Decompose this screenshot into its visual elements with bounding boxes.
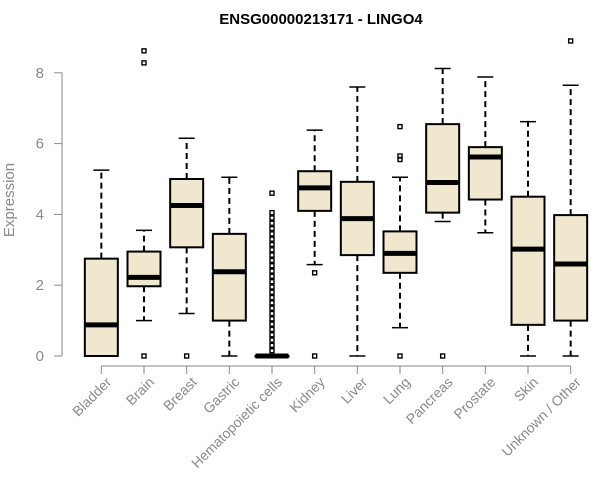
iqr-box — [126, 250, 162, 288]
y-tick-label: 0 — [36, 348, 44, 365]
outlier-point — [269, 305, 275, 311]
outlier-point — [269, 209, 275, 216]
outlier-point — [311, 353, 318, 359]
outlier-point — [269, 347, 275, 354]
outlier-point — [269, 342, 275, 349]
outlier-point — [141, 48, 147, 54]
outlier-point — [397, 123, 403, 130]
iqr-box — [553, 214, 589, 322]
outlier-point — [269, 310, 275, 317]
x-tick-label: Pancreas — [403, 374, 456, 427]
x-tick-label: Kidney — [286, 374, 328, 416]
outlier-point — [269, 263, 275, 269]
outlier-point — [269, 278, 275, 285]
box-group — [467, 76, 503, 234]
x-tick-label: Liver — [338, 374, 371, 407]
box-group — [169, 137, 205, 359]
outlier-point — [269, 231, 275, 237]
outlier-point — [183, 353, 190, 359]
outlier-point — [269, 326, 275, 333]
outlier-point — [269, 289, 275, 295]
outlier-point — [269, 220, 275, 226]
outlier-point — [397, 153, 403, 159]
outlier-point — [269, 241, 275, 248]
outlier-point — [567, 38, 574, 44]
box-group — [510, 120, 546, 357]
y-tick-label: 8 — [36, 65, 44, 82]
box-group — [382, 123, 418, 359]
iqr-box — [169, 178, 205, 249]
iqr-box — [211, 232, 247, 322]
iqr-box — [425, 123, 461, 214]
outlier-point — [269, 294, 275, 301]
outlier-point — [269, 252, 275, 258]
y-tick-label: 4 — [36, 206, 44, 223]
outlier-point — [269, 284, 275, 290]
x-tick-label: Skin — [511, 374, 542, 405]
outlier-point — [269, 257, 275, 264]
outlier-point — [141, 60, 147, 66]
outlier-point — [397, 353, 403, 359]
outlier-point — [269, 321, 275, 327]
chart-title: ENSG00000213171 - LINGO4 — [219, 11, 423, 28]
x-tick-label: Breast — [160, 374, 200, 414]
outlier-point — [141, 353, 147, 359]
iqr-box — [83, 257, 119, 357]
box-series — [83, 38, 589, 359]
x-tick-label: Prostate — [450, 374, 498, 422]
box-group — [254, 190, 290, 359]
x-tick-label: Unknown / Other — [498, 374, 584, 460]
y-axis-label: Expression — [1, 163, 18, 237]
box-group — [339, 86, 375, 357]
box-group — [425, 67, 461, 359]
box-group — [83, 169, 119, 357]
x-tick-label: Brain — [123, 374, 157, 408]
box-group — [126, 48, 162, 359]
outlier-point — [439, 353, 446, 359]
outlier-point — [269, 225, 275, 232]
outlier-point — [269, 337, 275, 343]
outlier-point — [269, 215, 275, 221]
x-tick-label: Lung — [380, 374, 413, 407]
outlier-point — [269, 273, 275, 280]
box-group — [553, 38, 589, 357]
iqr-box — [510, 195, 546, 326]
y-tick-label: 2 — [36, 277, 44, 294]
outlier-point — [269, 190, 275, 196]
outlier-point — [269, 300, 275, 306]
x-tick-label: Gastric — [200, 374, 243, 417]
box-group — [211, 176, 247, 357]
y-axis: 0 2 4 6 8 — [36, 65, 63, 365]
outlier-point — [269, 332, 275, 338]
x-tick-label: Bladder — [69, 374, 115, 420]
y-tick-label: 6 — [36, 136, 44, 153]
box-group — [297, 129, 333, 359]
outlier-point — [269, 236, 275, 242]
outlier-point — [269, 268, 275, 274]
iqr-box — [297, 170, 333, 212]
outlier-point — [269, 316, 275, 322]
outlier-point — [311, 270, 318, 276]
outlier-point — [269, 247, 275, 253]
